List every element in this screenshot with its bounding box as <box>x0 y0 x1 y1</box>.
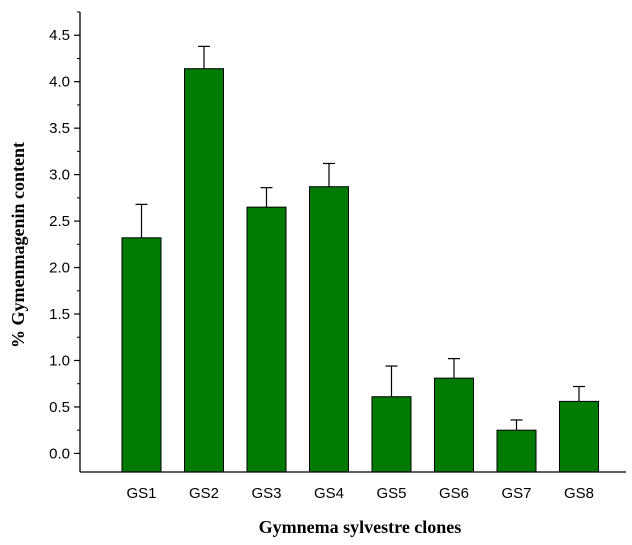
y-tick-label: 0.0 <box>49 445 70 462</box>
y-tick-label: 3.0 <box>49 167 70 184</box>
bar-gs3 <box>246 206 287 473</box>
bar-gs1 <box>121 237 162 473</box>
y-tick-label: 0.5 <box>49 399 70 416</box>
x-axis-title: Gymnema sylvestre clones <box>259 517 462 537</box>
axes-layer <box>79 12 626 473</box>
y-tick-label: 4.5 <box>49 27 70 44</box>
x-tick-labels: GS1 GS2 GS3 GS4 GS5 GS6 GS7 GS8 <box>126 485 594 502</box>
bar-gs4 <box>309 186 349 473</box>
x-tick-label-gs5: GS5 <box>376 485 406 502</box>
y-tick-label: 2.5 <box>49 213 70 230</box>
bar-gs2 <box>184 68 224 473</box>
error-bars-layer <box>135 45 585 431</box>
bar-gs5 <box>371 396 412 473</box>
y-tick-label: 1.0 <box>49 352 70 369</box>
x-tick-label-gs3: GS3 <box>251 485 281 502</box>
y-tick-label: 3.5 <box>49 120 70 137</box>
x-tick-label-gs4: GS4 <box>314 485 344 502</box>
bar-gs8 <box>559 400 599 473</box>
bar-gs6 <box>434 377 474 473</box>
y-tick-label: 4.0 <box>49 74 70 91</box>
x-tick-label-gs1: GS1 <box>126 485 156 502</box>
y-ticks: 0.0 0.5 1.0 1.5 2.0 2.5 3.0 3.5 4.0 4.5 <box>49 11 80 462</box>
y-tick-label: 1.5 <box>49 306 70 323</box>
x-tick-label-gs8: GS8 <box>564 485 594 502</box>
x-tick-label-gs7: GS7 <box>501 485 531 502</box>
y-tick-label: 2.0 <box>49 260 70 277</box>
y-axis-title: % Gymenmagenin content <box>8 142 28 348</box>
bar-gs7 <box>496 429 537 473</box>
bars-layer <box>121 68 599 473</box>
x-tick-label-gs2: GS2 <box>189 485 219 502</box>
x-tick-label-gs6: GS6 <box>439 485 469 502</box>
